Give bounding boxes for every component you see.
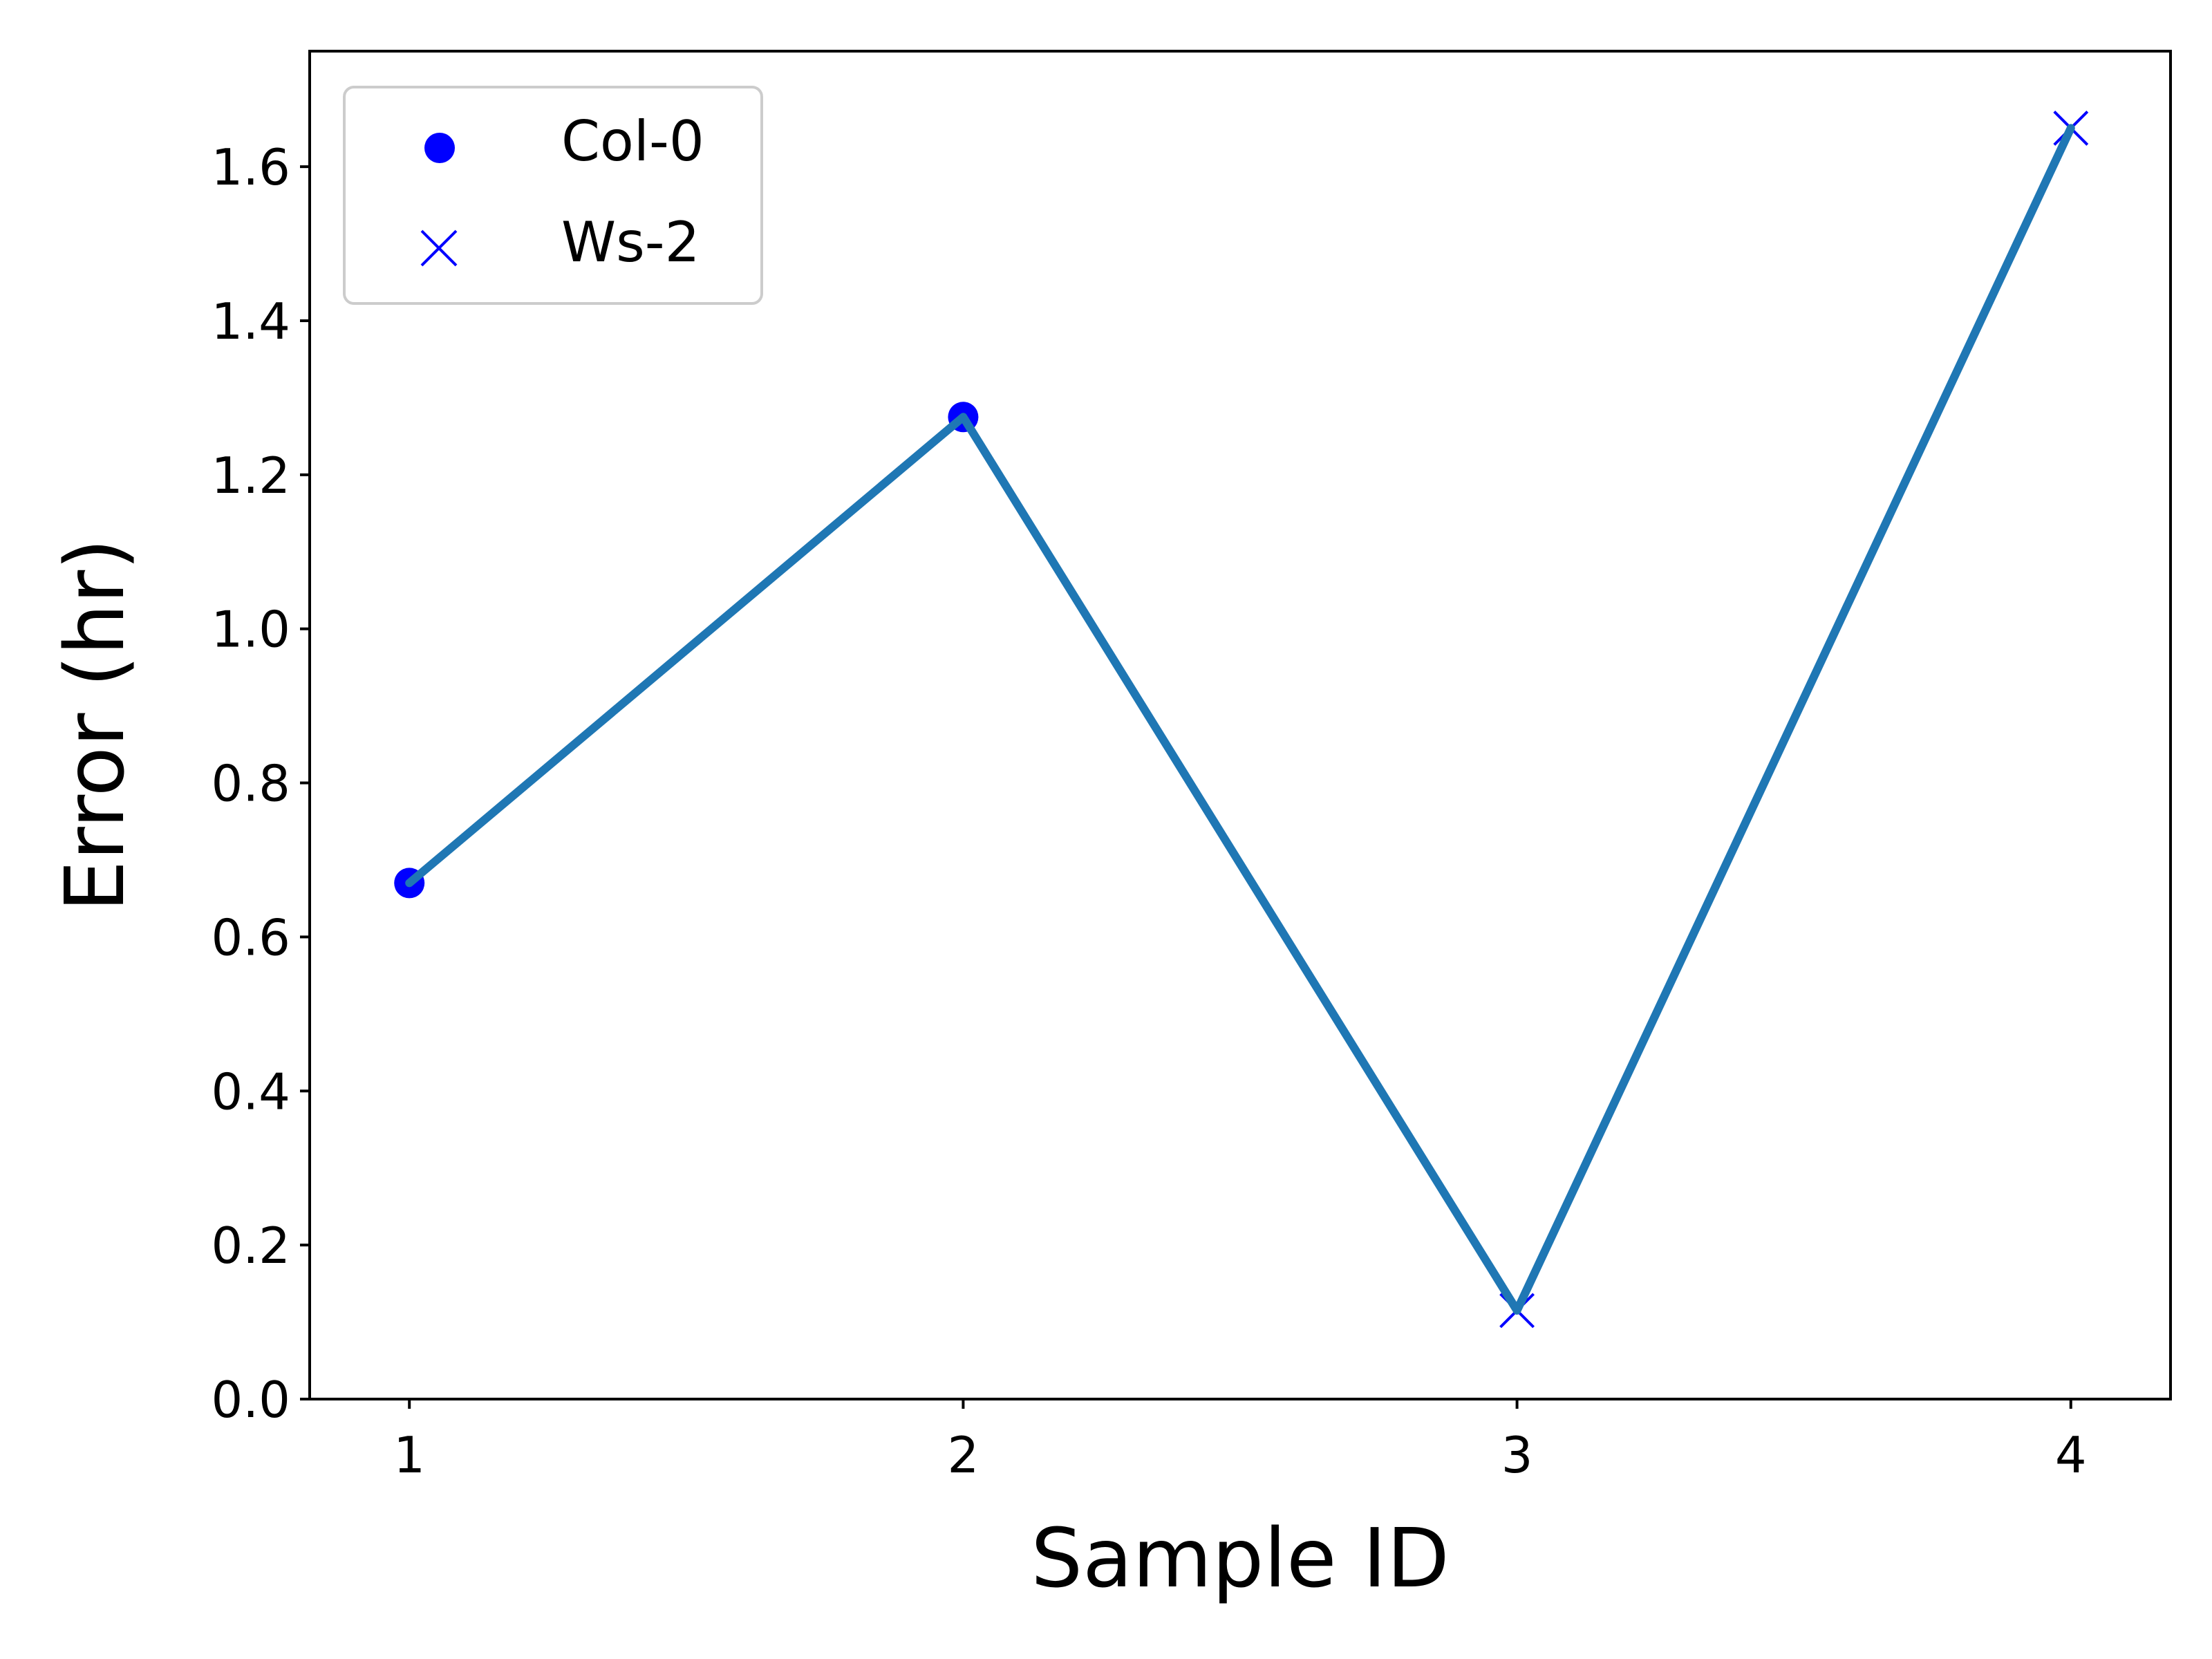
x-tick-label: 1: [393, 1426, 425, 1484]
legend-marker-ws-2: [420, 229, 458, 267]
y-tick-label: 0.6: [211, 908, 290, 966]
x-tick-label: 2: [947, 1426, 979, 1484]
x-axis-label: Sample ID: [1031, 1510, 1450, 1606]
y-tick-label: 0.4: [211, 1062, 290, 1121]
legend-label-ws-2: Ws-2: [561, 210, 700, 274]
legend-label-col-0: Col-0: [561, 109, 704, 174]
y-axis: 0.0 0.2 0.4 0.6 0.8 1.0 1.2 1.4 1.6: [211, 138, 310, 1429]
series-line: [405, 124, 2075, 1315]
x-tick-label: 4: [2055, 1426, 2087, 1484]
y-tick-label: 1.4: [211, 292, 290, 350]
plot-frame: [308, 50, 2172, 1400]
line-layer: [405, 124, 2075, 1315]
x-tick-label: 3: [1501, 1426, 1533, 1484]
y-tick-label: 1.2: [211, 447, 290, 505]
y-tick-label: 1.0: [211, 601, 290, 659]
legend-marker-col-0: [424, 133, 455, 163]
y-tick-label: 0.0: [211, 1371, 290, 1429]
x-axis: 1 2 3 4: [393, 1399, 2087, 1484]
y-tick-label: 0.2: [211, 1217, 290, 1275]
y-tick-label: 1.6: [211, 138, 290, 196]
legend: Col-0 Ws-2: [343, 86, 763, 305]
y-axis-label: Error (hr): [47, 538, 142, 912]
y-tick-label: 0.8: [211, 755, 290, 813]
